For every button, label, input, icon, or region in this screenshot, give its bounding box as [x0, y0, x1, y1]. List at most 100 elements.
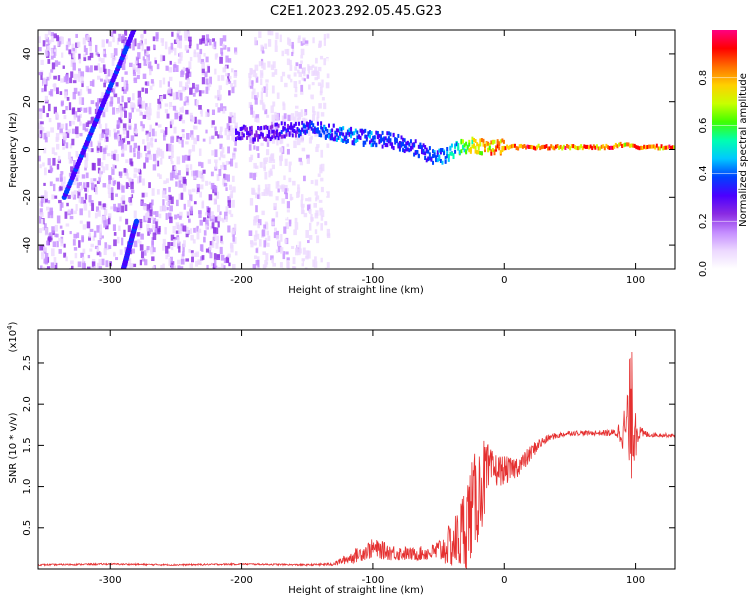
spectrogram-speckle — [290, 78, 293, 83]
spectrogram-ridge-mark — [326, 133, 329, 138]
spectrogram-speckle — [302, 67, 306, 71]
spectrogram-speckle — [42, 40, 46, 47]
spectrogram-ridge-mark — [484, 143, 487, 148]
spectrogram-ridge-mark — [433, 153, 436, 158]
spectrogram-speckle — [61, 230, 65, 236]
spectrogram-ridge-mark — [474, 149, 477, 154]
spectrogram-speckle — [104, 68, 107, 75]
spectrogram-speckle — [159, 96, 163, 102]
spectrogram-speckle — [115, 193, 118, 197]
spectrogram-speckle — [52, 157, 56, 166]
spectrogram-ridge-mark — [236, 135, 239, 140]
spectrogram-xtick-label: -100 — [362, 275, 385, 286]
spectrogram-ridge-mark — [468, 142, 471, 147]
spectrogram-speckle — [317, 82, 321, 87]
spectrogram-speckle — [192, 239, 196, 244]
spectrogram-ridge-mark — [441, 160, 444, 165]
spectrogram-speckle — [51, 226, 55, 234]
spectrogram-speckle — [98, 123, 102, 129]
snr-multiplier-base: (x10 — [8, 330, 19, 353]
spectrogram-speckle — [131, 189, 135, 194]
spectrogram-speckle — [152, 181, 155, 189]
spectrogram-ridge-mark — [386, 143, 389, 148]
spectrogram-speckle — [170, 234, 175, 241]
spectrogram-speckle — [257, 259, 260, 268]
spectrogram-ridge-mark — [416, 149, 419, 154]
spectrogram-ridge-mark — [372, 135, 375, 140]
spectrogram-speckle — [225, 187, 228, 191]
spectrogram-ridge-mark — [501, 145, 504, 150]
spectrogram-speckle — [53, 257, 57, 265]
spectrogram-speckle — [210, 171, 214, 177]
spectrogram-speckle — [266, 138, 270, 147]
spectrogram-speckle — [264, 171, 268, 180]
spectrogram-speckle — [68, 158, 73, 164]
spectrogram-ridge-mark — [283, 134, 286, 139]
spectrogram-speckle — [257, 222, 260, 229]
spectrogram-speckle — [264, 223, 269, 230]
spectrogram-speckle — [204, 38, 207, 44]
spectrogram-ridge-mark — [356, 138, 359, 143]
spectrogram-speckle — [77, 261, 82, 268]
spectrogram-ridge-mark — [384, 143, 387, 148]
spectrogram-speckle — [173, 236, 176, 241]
spectrogram-speckle — [318, 199, 323, 203]
spectrogram-speckle — [326, 143, 330, 148]
spectrogram-speckle — [61, 52, 64, 58]
snr-ytick-label: 2.5 — [22, 355, 33, 371]
spectrogram-speckle — [215, 191, 220, 199]
spectrogram-speckle — [117, 97, 121, 104]
spectrogram-ridge-mark — [323, 130, 326, 135]
spectrogram-speckle — [132, 248, 136, 254]
spectrogram-speckle — [63, 76, 67, 83]
spectrogram-speckle — [62, 65, 65, 69]
spectrogram-speckle — [97, 53, 100, 57]
spectrogram-ridge-mark — [277, 132, 280, 137]
spectrogram-speckle — [300, 78, 304, 86]
spectrogram-speckle — [38, 47, 42, 52]
spectrogram-ytick-label: 0 — [22, 146, 33, 152]
spectrogram-speckle — [274, 111, 277, 120]
spectrogram-diagonal-track — [131, 30, 137, 33]
spectrogram-speckle — [213, 259, 217, 268]
spectrogram-speckle — [137, 67, 141, 75]
spectrogram-speckle — [128, 193, 132, 200]
spectrogram-speckle — [185, 109, 189, 115]
spectrogram-speckle — [103, 82, 106, 88]
spectrogram-speckle — [69, 77, 73, 84]
spectrogram-speckle — [253, 255, 257, 259]
spectrogram-speckle — [184, 67, 188, 72]
spectrogram-speckle — [69, 231, 72, 235]
spectrogram-ridge-mark — [368, 130, 371, 135]
spectrogram-ridge-mark — [370, 138, 373, 143]
spectrogram-speckle — [263, 224, 267, 229]
spectrogram-speckle — [80, 76, 84, 84]
spectrogram-speckle — [197, 54, 202, 63]
spectrogram-speckle — [72, 91, 76, 100]
spectrogram-speckle — [199, 38, 203, 45]
spectrogram-ridge-mark — [353, 131, 356, 136]
spectrogram-speckle — [276, 92, 280, 99]
spectrogram-speckle — [313, 203, 317, 208]
spectrogram-speckle — [298, 63, 302, 69]
spectrogram-speckle — [201, 35, 206, 42]
spectrogram-ridge-mark — [375, 143, 378, 148]
snr-xtick-label: -200 — [230, 575, 253, 586]
spectrogram-speckle — [230, 83, 234, 88]
spectrogram-speckle — [220, 165, 223, 170]
spectrogram-speckle — [98, 201, 102, 206]
spectrogram-ridge-mark — [428, 146, 431, 151]
spectrogram-speckle — [141, 258, 146, 262]
spectrogram-speckle — [175, 230, 180, 234]
spectrogram-ridge-mark — [337, 135, 340, 140]
spectrogram-speckle — [147, 112, 151, 120]
spectrogram-speckle — [90, 266, 94, 269]
spectrogram-speckle — [88, 107, 92, 115]
spectrogram-speckle — [143, 162, 146, 169]
spectrogram-speckle — [168, 67, 173, 73]
spectrogram-speckle — [140, 121, 143, 127]
spectrogram-speckle — [144, 53, 147, 57]
spectrogram-speckle — [124, 102, 128, 109]
spectrogram-ridge-mark — [250, 125, 253, 130]
spectrogram-speckle — [73, 160, 76, 168]
